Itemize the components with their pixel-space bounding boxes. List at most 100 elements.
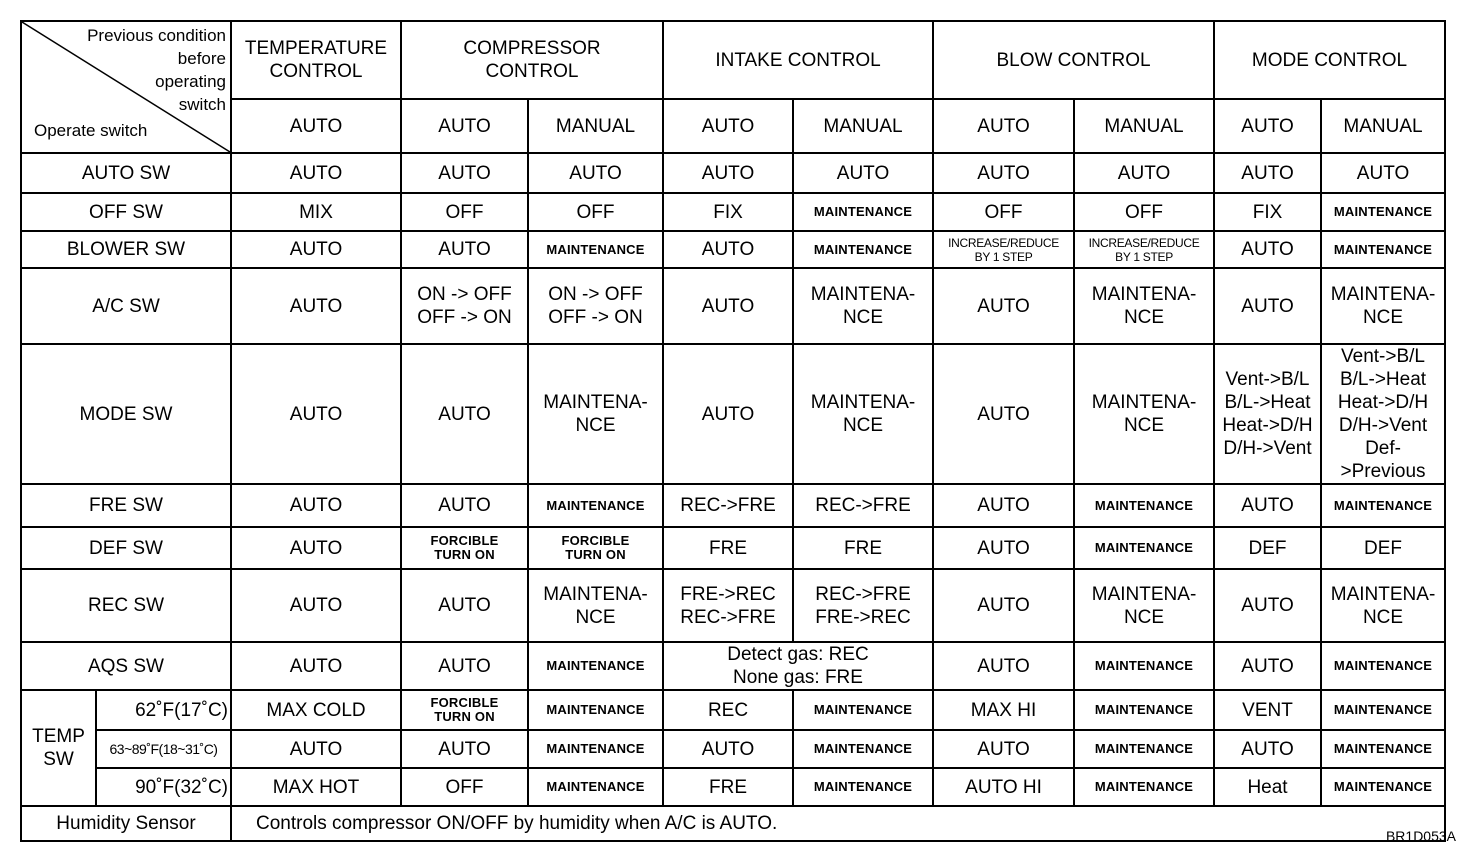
table-cell: AUTO [400, 641, 529, 691]
group-compressor-control: COMPRESSOR CONTROL [400, 20, 664, 100]
table-cell: AUTO [1213, 267, 1323, 345]
table-cell: AUTO [932, 641, 1076, 691]
previous-condition-label: Previous condition before operating swit… [87, 26, 226, 114]
table-cell: AUTO [662, 729, 794, 769]
table-row-temp: 90˚F(32˚C) MAX HOT OFF MAINTENANCE FRE MAINTE… [21, 767, 1447, 807]
table-cell: MAINTENANCE [1320, 767, 1447, 807]
table-cell: FRE [791, 526, 935, 570]
subheader-4: MANUAL [791, 98, 935, 154]
subheader-0: AUTO [230, 98, 402, 154]
table-cell: FRE [662, 526, 794, 570]
humidity-sensor-description: Controls compressor ON/OFF by humidity w… [229, 805, 1447, 842]
table-row-humidity: Humidity Sensor Controls compressor ON/OF… [20, 805, 1447, 842]
table-cell: MAX COLD [230, 689, 402, 731]
subheader-6: MANUAL [1073, 98, 1216, 154]
table-cell: AUTO HI [932, 767, 1076, 807]
table-cell: MAINTENANCE [1320, 483, 1447, 528]
table-cell: FORCIBLE TURN ON [527, 526, 664, 570]
table-cell: Heat [1213, 767, 1323, 807]
temp-sw-label: TEMP SW [20, 689, 97, 807]
table-cell: Vent->B/L B/L->Heat Heat->D/H D/H->Vent [1213, 343, 1323, 485]
table-cell: MAINTENA- NCE [1320, 267, 1447, 345]
control-logic-table: Previous condition before operating swit… [20, 20, 1447, 842]
table-row-temp: TEMP SW 62˚F(17˚C) MAX COLD FORCIBLE TURN O… [20, 689, 1447, 807]
table-row: DEF SW AUTO FORCIBLE TURN ON FORCIBLE TURN … [20, 526, 1447, 570]
table-cell: AUTO [400, 230, 529, 269]
table-cell: AUTO [527, 152, 664, 194]
row-label: REC SW [20, 568, 232, 643]
table-cell: MIX [230, 192, 402, 232]
table-cell: AUTO [932, 152, 1076, 194]
table-cell: Vent->B/L B/L->Heat Heat->D/H D/H->Vent … [1320, 343, 1447, 485]
row-label: FRE SW [20, 483, 232, 528]
row-label: AUTO SW [20, 152, 232, 194]
table-cell: OFF [932, 192, 1076, 232]
table-cell: AUTO [1213, 230, 1323, 269]
table-cell: AUTO [662, 343, 794, 485]
group-temperature-control: TEMPERATURE CONTROL [230, 20, 402, 100]
table-cell: MAINTENANCE [1073, 689, 1216, 731]
row-label: AQS SW [20, 641, 232, 691]
table-cell: AUTO [932, 568, 1076, 643]
table-row: AUTO SW AUTO AUTO AUTO AUTO AUTO AUTO AUTO AUTO A… [20, 152, 1447, 194]
table-cell: MAINTENANCE [527, 230, 664, 269]
table-row-temp: 63~89˚F(18~31˚C) AUTO AUTO MAINTENANCE AUTO M… [21, 729, 1447, 769]
table-cell: AUTO [791, 152, 935, 194]
table-cell: MAINTENA- NCE [1073, 343, 1216, 485]
table-cell: MAINTENA- NCE [1320, 568, 1447, 643]
table-cell: MAINTENANCE [527, 641, 664, 691]
subheader-7: AUTO [1213, 98, 1323, 154]
temp-setting-label: 63~89˚F(18~31˚C) [95, 729, 232, 769]
subheader-3: AUTO [662, 98, 794, 154]
table-cell: AUTO [662, 230, 794, 269]
table-cell: AUTO [932, 526, 1076, 570]
table-cell: MAINTENA- NCE [1073, 568, 1216, 643]
table-cell: INCREASE/REDUCE BY 1 STEP [1073, 230, 1216, 269]
table-cell: AUTO [230, 267, 402, 345]
table-cell: VENT [1213, 689, 1323, 731]
table-cell: AUTO [1213, 641, 1323, 691]
table-row: REC SW AUTO AUTO MAINTENA- NCE FRE->REC REC-… [20, 568, 1447, 643]
table-cell: MAINTENANCE [1320, 641, 1447, 691]
table-cell: OFF [400, 192, 529, 232]
table-cell: MAINTENANCE [1320, 230, 1447, 269]
table-cell: REC->FRE [662, 483, 794, 528]
subheader-5: AUTO [932, 98, 1076, 154]
table-cell: MAINTENANCE [791, 689, 935, 731]
table-cell: AUTO [230, 343, 402, 485]
subheader-8: MANUAL [1320, 98, 1447, 154]
row-label: OFF SW [20, 192, 232, 232]
table-cell: MAINTENA- NCE [527, 343, 664, 485]
table-cell: MAINTENANCE [1320, 689, 1447, 731]
row-label: MODE SW [20, 343, 232, 485]
table-cell: MAX HI [932, 689, 1076, 731]
table-cell: FRE->REC REC->FRE [662, 568, 794, 643]
table-cell: MAINTENA- NCE [791, 343, 935, 485]
table-cell: AUTO [662, 152, 794, 194]
table-cell: AUTO [400, 729, 529, 769]
table-cell: AUTO [932, 729, 1076, 769]
table-cell: REC [662, 689, 794, 731]
table-row: FRE SW AUTO AUTO MAINTENANCE REC->FRE REC->FR… [20, 483, 1447, 528]
table-cell: AUTO [230, 483, 402, 528]
table-cell: AUTO [400, 568, 529, 643]
table-cell: MAINTENANCE [1073, 526, 1216, 570]
table-cell: AUTO [230, 152, 402, 194]
table-cell: AUTO [1320, 152, 1447, 194]
row-label: BLOWER SW [20, 230, 232, 269]
table-cell: MAINTENA- NCE [527, 568, 664, 643]
table-cell: AUTO [400, 483, 529, 528]
table-cell: FRE [662, 767, 794, 807]
table-cell: MAINTENANCE [527, 767, 664, 807]
table-cell: MAINTENANCE [791, 767, 935, 807]
table-cell: MAINTENANCE [527, 483, 664, 528]
header-row-groups: Previous condition before operating swit… [20, 20, 1447, 154]
table-cell: AUTO [1073, 152, 1216, 194]
corner-header: Previous condition before operating swit… [20, 20, 232, 154]
table-cell: OFF [527, 192, 664, 232]
table-cell: FORCIBLE TURN ON [400, 526, 529, 570]
table-cell: AUTO [230, 729, 402, 769]
header-row-modes: AUTO AUTO MANUAL AUTO MANUAL AUTO MANUAL AUTO MA… [21, 98, 1447, 154]
table-cell: AUTO [400, 343, 529, 485]
table-cell: Detect gas: REC None gas: FRE [661, 641, 935, 691]
